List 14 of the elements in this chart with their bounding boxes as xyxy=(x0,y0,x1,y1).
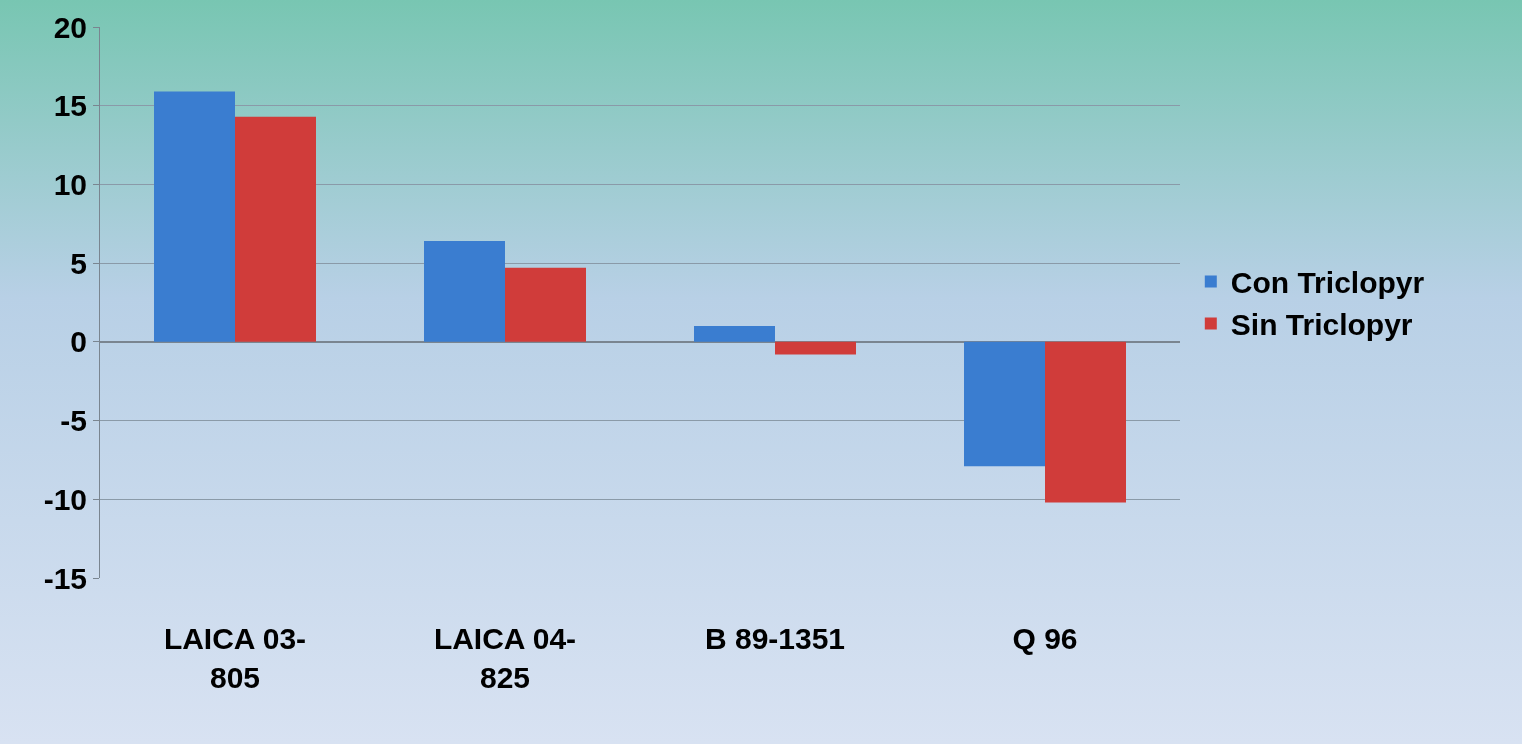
y-tick-label: -5 xyxy=(60,404,87,438)
x-tick-label: LAICA 04-825 xyxy=(433,622,577,694)
x-tick-label: LAICA 03-805 xyxy=(163,622,307,694)
y-tick-label: -10 xyxy=(43,482,87,516)
legend-label: Con Triclopyr xyxy=(1230,266,1425,300)
y-tick-label: 5 xyxy=(70,246,87,280)
x-tick-label: Q 96 xyxy=(1012,622,1078,655)
y-tick-label: 15 xyxy=(53,89,87,123)
legend-label: Sin Triclopyr xyxy=(1230,308,1413,342)
y-tick-label: 20 xyxy=(53,10,87,44)
y-tick-label: -15 xyxy=(43,561,87,595)
y-tick-label: 0 xyxy=(70,325,87,359)
x-tick-label: B 89-1351 xyxy=(704,622,846,655)
y-tick-label: 10 xyxy=(53,167,87,201)
